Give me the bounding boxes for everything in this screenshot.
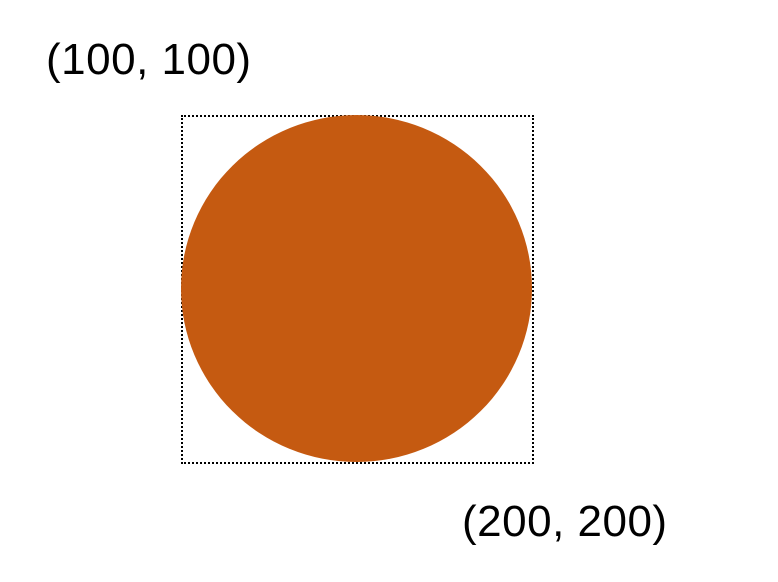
- top-left-coordinate-label: (100, 100): [46, 35, 252, 84]
- filled-circle: [181, 115, 532, 462]
- bottom-right-coordinate-label: (200, 200): [462, 497, 668, 546]
